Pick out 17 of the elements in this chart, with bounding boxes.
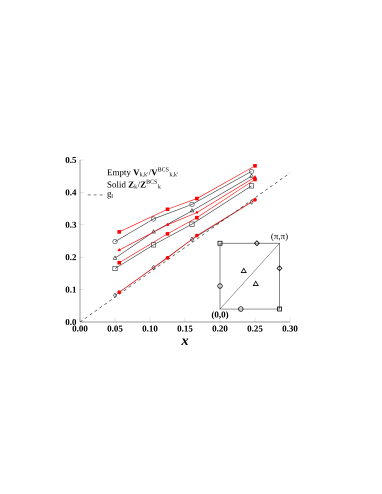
x-tick-label: 0.00 [72,326,88,332]
annotation: (0,0) [212,311,228,320]
y-tick-label: 0.3 [66,222,76,228]
y-tick-label: 0.0 [66,318,76,326]
x-tick-label: 0.20 [212,326,228,332]
x-tick-label: 0.30 [282,326,298,332]
x-tick-label: 0.15 [178,326,193,332]
x-tick-label: 0.25 [248,326,263,332]
legend-label: g$_{t}$ [107,192,114,198]
y-tick-label: 0.4 [66,189,76,196]
x-tick-label: 0.05 [108,326,123,332]
annotation: (π,π) [271,232,288,242]
y-tick-label: 0.2 [66,254,76,260]
y-tick-label: 0.1 [66,286,76,293]
y-tick-label: 0.5 [66,156,76,164]
x-axis-title: x [181,338,188,346]
x-tick-label: 0.10 [142,326,158,332]
